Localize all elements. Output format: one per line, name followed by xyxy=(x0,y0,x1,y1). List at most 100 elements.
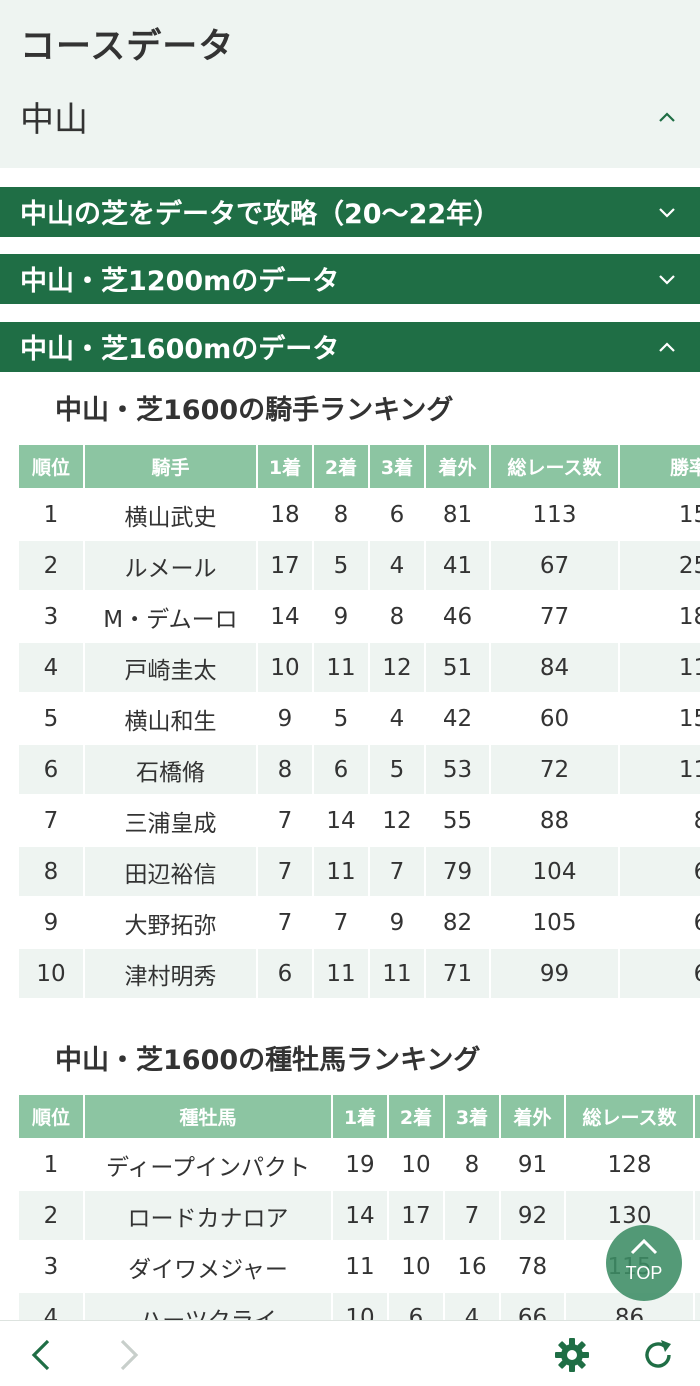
jockey-cell: 7 xyxy=(333,909,349,936)
sire-cell-overflow xyxy=(695,1140,700,1189)
jockey-header-cell: 1着 xyxy=(258,445,312,488)
sire-cell-overflow xyxy=(695,1242,700,1291)
table-row: 4戸崎圭太101112518411.9% xyxy=(19,643,700,692)
jockey-cell: 戸崎圭太 xyxy=(85,643,256,692)
jockey-cell: 8 xyxy=(19,847,83,896)
scroll-top-label: TOP xyxy=(625,1263,663,1283)
jockey-cell: 104 xyxy=(491,847,618,896)
sire-cell-overflow xyxy=(695,1191,700,1240)
jockey-cell: 84 xyxy=(491,643,618,692)
jockey-cell: 41 xyxy=(426,541,489,590)
table-row: 6石橋脩865537211.1% xyxy=(19,745,700,794)
accordion-turf-1600m[interactable]: 中山・芝1600mのデータ xyxy=(0,322,700,372)
sire-cell: 92 xyxy=(501,1191,564,1240)
jockey-cell: 10 xyxy=(258,643,312,692)
jockey-cell: 8.0% xyxy=(620,796,700,845)
jockey-cell: 15.0% xyxy=(678,705,700,732)
jockey-cell: 11 xyxy=(370,949,424,998)
sire-header-cell: 1着 xyxy=(333,1095,387,1138)
jockey-cell: 46 xyxy=(442,603,473,630)
table-row: 5 横山和生 9 5 4 42 60 15.0% xyxy=(19,694,700,743)
sire-cell: 10 xyxy=(401,1151,431,1178)
jockey-cell: 9 xyxy=(43,909,59,936)
course-header-panel: コースデータ 中山 xyxy=(0,0,700,168)
jockey-cell: 105 xyxy=(532,909,577,936)
jockey-cell: 71 xyxy=(426,949,489,998)
sire-cell: 10 xyxy=(401,1253,431,1280)
sire-ranking-table: 順位 種牡馬 1着 2着 3着 着外 総レース数 1 ディープインパクト 19 10 8 91 128 2… xyxy=(19,1095,700,1320)
sire-header-cell: 着外 xyxy=(501,1095,564,1138)
jockey-header-cell: 騎手 xyxy=(85,445,256,488)
sire-cell: 19 xyxy=(345,1151,375,1178)
jockey-cell: 石橋脩 xyxy=(85,745,256,794)
venue-selector[interactable]: 中山 xyxy=(0,86,700,148)
sire-cell: ロードカナロア xyxy=(85,1191,331,1240)
sire-cell: 91 xyxy=(517,1151,548,1178)
jockey-cell: 11 xyxy=(314,949,368,998)
jockey-cell: 7 xyxy=(277,807,293,834)
jockey-cell: 2 xyxy=(19,541,83,590)
jockey-cell: 60 xyxy=(539,705,570,732)
venue-label: 中山 xyxy=(20,100,88,140)
sire-header-cell: 2着 xyxy=(389,1095,443,1138)
jockey-cell: 津村明秀 xyxy=(85,949,256,998)
sire-cell: 4 xyxy=(19,1293,83,1320)
jockey-cell: 18.2% xyxy=(678,603,700,630)
table-row: 10津村明秀6111171996.1% xyxy=(19,949,700,998)
sire-header-cell-overflow xyxy=(695,1095,700,1138)
jockey-cell: 12 xyxy=(382,807,412,834)
jockey-cell: 6 xyxy=(314,745,368,794)
sire-cell: 11 xyxy=(345,1253,375,1280)
sire-cell: 6 xyxy=(389,1293,443,1320)
sire-cell: 128 xyxy=(607,1151,652,1178)
accordion-turf-strategy[interactable]: 中山の芝をデータで攻略（20〜22年） xyxy=(0,187,700,237)
chevron-up-icon xyxy=(656,106,678,128)
sire-header-cell: 総レース数 xyxy=(566,1095,693,1138)
jockey-cell: 6 xyxy=(389,501,405,528)
jockey-cell: 72 xyxy=(491,745,618,794)
jockey-cell: 8 xyxy=(389,603,405,630)
jockey-cell: 10 xyxy=(19,949,83,998)
jockey-cell: 6 xyxy=(19,745,83,794)
jockey-cell: 67 xyxy=(491,541,618,590)
jockey-cell: 7 xyxy=(43,807,59,834)
sire-cell: 16 xyxy=(457,1253,487,1280)
jockey-cell: 7 xyxy=(277,909,293,936)
sire-cell: ハーツクライ xyxy=(85,1293,331,1320)
jockey-cell: 6.7% xyxy=(620,847,700,896)
jockey-cell: 三浦皇成 xyxy=(124,810,217,837)
jockey-cell: ルメール xyxy=(85,541,256,590)
table-row: 8田辺裕信7117791046.7% xyxy=(19,847,700,896)
sire-cell: 8 xyxy=(464,1151,480,1178)
accordion-title: 中山の芝をデータで攻略（20〜22年） xyxy=(20,199,501,230)
jockey-cell: 横山武史 xyxy=(124,504,217,531)
jockey-cell: 8 xyxy=(258,745,312,794)
scroll-top-button[interactable]: TOP xyxy=(606,1225,682,1301)
table-row: 2ルメール1754416725.4% xyxy=(19,541,700,590)
arrow-up-icon xyxy=(628,1235,660,1257)
jockey-header-cell: 2着 xyxy=(314,445,368,488)
back-icon[interactable] xyxy=(22,1335,62,1375)
jockey-header-cell: 総レース数 xyxy=(491,445,618,488)
jockey-cell: 5 xyxy=(43,705,59,732)
forward-icon[interactable] xyxy=(108,1335,148,1375)
jockey-cell: 55 xyxy=(442,807,473,834)
reload-icon[interactable] xyxy=(638,1335,678,1375)
sire-header-cell: 3着 xyxy=(445,1095,499,1138)
sire-cell: ダイワメジャー xyxy=(128,1256,288,1283)
jockey-cell: 15.9% xyxy=(678,501,700,528)
jockey-cell: 3 xyxy=(43,603,59,630)
jockey-cell: 田辺裕信 xyxy=(85,847,256,896)
jockey-cell: 18 xyxy=(270,501,300,528)
settings-icon[interactable] xyxy=(552,1335,592,1375)
sire-cell: 1 xyxy=(43,1151,59,1178)
jockey-cell: 9 xyxy=(389,909,405,936)
sire-cell: ディープインパクト xyxy=(105,1154,310,1181)
bottom-nav-bar xyxy=(0,1320,700,1386)
jockey-cell: 5 xyxy=(370,745,424,794)
jockey-cell: 7 xyxy=(370,847,424,896)
jockey-cell: 81 xyxy=(442,501,473,528)
jockey-ranking-title: 中山・芝1600の騎手ランキング xyxy=(55,395,454,426)
accordion-turf-1200m[interactable]: 中山・芝1200mのデータ xyxy=(0,254,700,304)
